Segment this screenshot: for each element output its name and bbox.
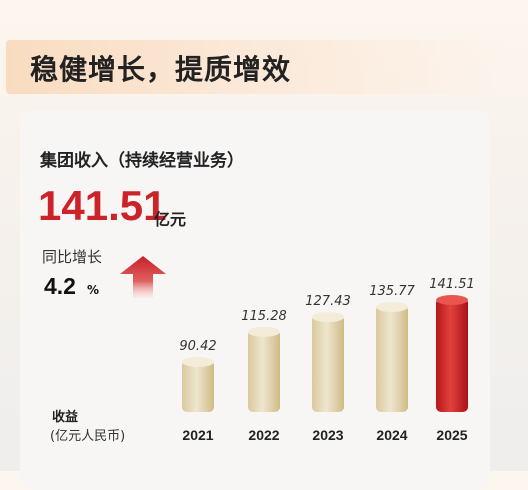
- value-label-2021: 90.42: [179, 339, 216, 354]
- x-tick-2022: 2022: [248, 427, 279, 443]
- bar-2025: [436, 295, 468, 412]
- value-label-2025: 141.51: [429, 277, 475, 292]
- yoy-value: 4.2: [44, 273, 76, 299]
- value-label-2023: 127.43: [305, 294, 351, 309]
- metric-label: 集团收入（持续经营业务）: [40, 151, 244, 171]
- value-label-2024: 135.77: [369, 284, 415, 299]
- metric-unit: 亿元: [154, 210, 187, 229]
- title-band: [6, 40, 506, 94]
- bar-2023: [312, 312, 344, 412]
- x-tick-2024: 2024: [376, 427, 407, 443]
- revenue-card: [20, 110, 490, 490]
- up-arrow-icon: [120, 256, 166, 298]
- bar-2024: [376, 301, 408, 412]
- y-axis-title: 收益: [52, 410, 79, 425]
- bar-2022: [248, 326, 280, 412]
- revenue-bar-chart: 90.42 2021 115.28 2022 127.43 2023 135.77 2024 1…: [179, 277, 475, 443]
- x-tick-2023: 2023: [312, 427, 343, 443]
- value-label-2022: 115.28: [241, 309, 287, 324]
- page-title: 稳健增长，提质增效: [30, 53, 292, 86]
- yoy-label: 同比增长: [42, 248, 103, 266]
- metric-value: 141.51: [38, 182, 167, 229]
- x-tick-2025: 2025: [436, 427, 467, 443]
- bar-2021: [182, 357, 214, 412]
- y-axis-unit: (亿元人民币): [50, 429, 126, 444]
- yoy-percent-sign: %: [87, 283, 100, 297]
- x-tick-2021: 2021: [182, 427, 213, 443]
